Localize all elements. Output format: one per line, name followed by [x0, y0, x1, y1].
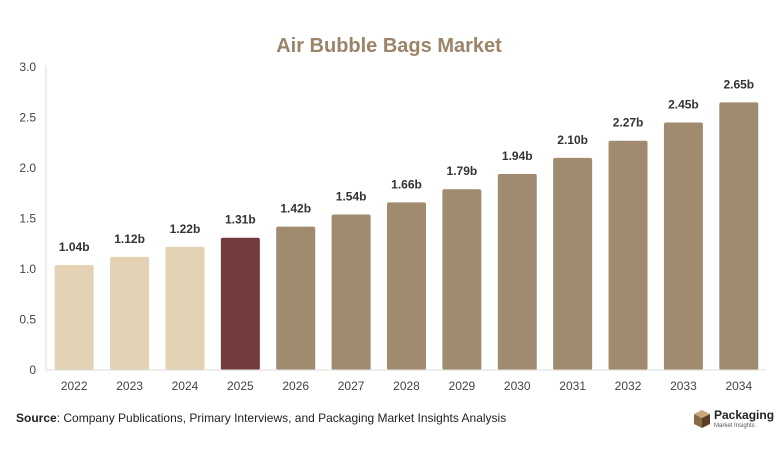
data-label-2023: 1.12b	[114, 232, 145, 246]
y-tick-label: 1.0	[19, 262, 36, 276]
x-tick-label: 2025	[227, 379, 254, 393]
bar-2033	[663, 122, 703, 370]
x-tick-label: 2024	[172, 379, 199, 393]
x-tick-label: 2033	[670, 379, 697, 393]
bar-2031	[553, 157, 593, 370]
data-label-2025: 1.31b	[225, 213, 256, 227]
logo-tagline: Market Insights	[714, 423, 755, 429]
logo-name: Packaging	[714, 408, 775, 422]
y-tick-label: 2.5	[19, 111, 36, 125]
x-tick-label: 2026	[282, 379, 309, 393]
x-tick-label: 2027	[338, 379, 365, 393]
bar-chart: Air Bubble Bags Market 0 0.5 1.0 1.5 2.0 2.5 3…	[19, 35, 766, 393]
data-label-2029: 1.79b	[447, 164, 478, 178]
bar-2030	[497, 174, 537, 370]
chart-title: Air Bubble Bags Market	[276, 35, 502, 57]
brand-logo: Packaging Market Insights	[694, 408, 774, 436]
y-axis: 0 0.5 1.0 1.5 2.0 2.5 3.0	[19, 60, 47, 377]
bar-2022	[54, 264, 94, 370]
bar-2034	[719, 102, 759, 370]
y-tick-label: 0	[29, 363, 36, 377]
data-label-2031: 2.10b	[557, 133, 588, 147]
y-tick-label: 1.5	[19, 212, 36, 226]
bar-2025	[220, 237, 260, 370]
data-label-2022: 1.04b	[59, 240, 90, 254]
x-tick-label: 2032	[615, 379, 642, 393]
x-axis: 2022 2023 2024 2025 2026 2027 2028 2029 2030 2031…	[46, 369, 766, 393]
data-label-2027: 1.54b	[336, 189, 367, 203]
bar-2028	[387, 202, 426, 370]
x-tick-label: 2030	[504, 379, 531, 393]
source-label: Source	[16, 411, 57, 425]
data-label-2024: 1.22b	[170, 222, 201, 236]
x-tick-label: 2029	[449, 379, 476, 393]
x-tick-label: 2034	[725, 379, 752, 393]
data-label-2034: 2.65b	[723, 77, 754, 91]
bar-2029	[442, 189, 482, 370]
bar-2024	[165, 246, 205, 370]
bar-2027	[331, 214, 371, 370]
bar-2026	[276, 226, 316, 370]
bar-2032	[608, 140, 648, 370]
y-tick-label: 3.0	[19, 60, 36, 74]
bar-series: 1.04b 1.12b 1.22b 1.31b 1.42b 1.54b 1.66b 1.79b…	[54, 77, 759, 370]
x-tick-label: 2023	[116, 379, 143, 393]
y-tick-label: 2.0	[19, 161, 36, 175]
y-tick-label: 0.5	[19, 313, 36, 327]
source-text: : Company Publications, Primary Intervie…	[56, 411, 507, 425]
data-label-2026: 1.42b	[280, 202, 311, 216]
x-tick-label: 2028	[393, 379, 420, 393]
x-tick-label: 2022	[61, 379, 88, 393]
data-label-2030: 1.94b	[502, 149, 533, 163]
x-tick-label: 2031	[559, 379, 586, 393]
bar-2023	[110, 256, 150, 370]
data-label-2033: 2.45b	[668, 98, 699, 112]
box-icon	[694, 410, 710, 428]
data-label-2028: 1.66b	[391, 177, 422, 191]
source-note: Source: Company Publications, Primary In…	[16, 411, 506, 425]
data-label-2032: 2.27b	[613, 116, 644, 130]
